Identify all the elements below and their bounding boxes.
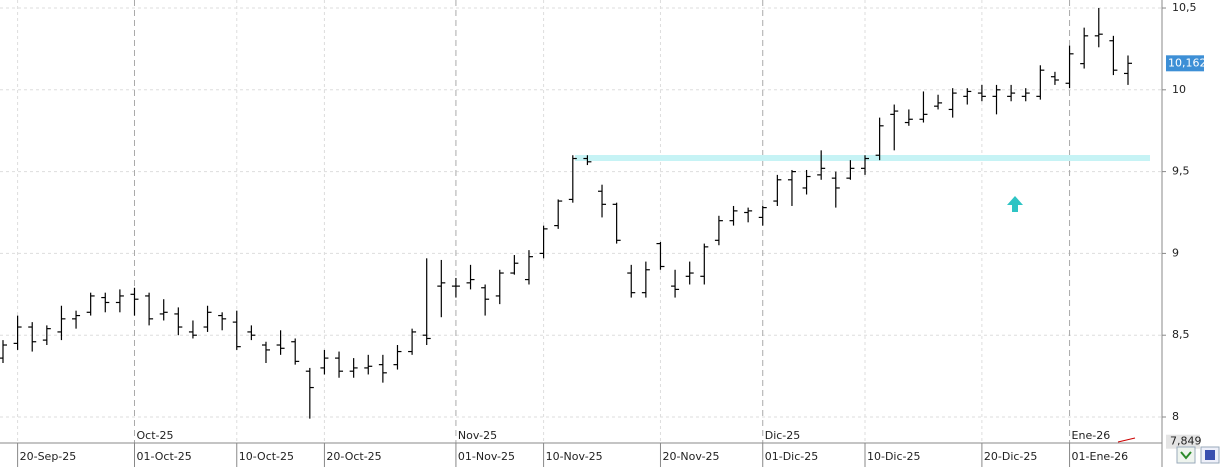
x-tick-label: 01-Nov-25	[458, 450, 515, 463]
last-value-label: 10,162	[1168, 56, 1207, 69]
x-tick-label: 20-Dic-25	[984, 450, 1038, 463]
axes: 10,5 10 9,5 9 8,5 8 20-Sep-25 01-Oct-25 Oct-25 10…	[17, 1, 1207, 467]
x-tick-label: 01-Oct-25	[136, 450, 191, 463]
bars	[0, 8, 1132, 419]
indicator-line	[1117, 437, 1136, 443]
x-month-label: Dic-25	[765, 429, 801, 442]
x-tick-label: 20-Oct-25	[326, 450, 381, 463]
x-tick-label: 01-Ene-26	[1072, 450, 1129, 463]
x-tick-label: 01-Dic-25	[765, 450, 819, 463]
x-tick-label: 10-Dic-25	[867, 450, 921, 463]
support-zone	[575, 155, 1150, 161]
y-tick-label: 9	[1172, 246, 1179, 259]
x-month-label: Ene-26	[1072, 429, 1111, 442]
y-tick-label: 9,5	[1172, 165, 1190, 178]
grid	[0, 0, 1162, 443]
y-tick-label: 8,5	[1172, 328, 1190, 341]
save-icon	[1205, 450, 1215, 460]
last-value-box	[1166, 55, 1204, 72]
x-tick-label: 10-Nov-25	[546, 450, 603, 463]
zoom-button[interactable]	[1176, 446, 1196, 464]
axis-min-box	[1166, 434, 1200, 449]
x-month-label: Nov-25	[458, 429, 497, 442]
y-tick-label: 10	[1172, 83, 1186, 96]
y-tick-label: 10,5	[1172, 1, 1197, 14]
x-tick-label: 20-Nov-25	[662, 450, 719, 463]
signal-arrow	[1007, 196, 1023, 212]
x-tick-label: 10-Oct-25	[239, 450, 294, 463]
x-tick-label: 20-Sep-25	[20, 450, 77, 463]
axis-min-label: 7,849	[1170, 435, 1202, 448]
y-tick-label: 8	[1172, 410, 1179, 423]
x-month-label: Oct-25	[136, 429, 173, 442]
zoom-icon	[1180, 451, 1192, 460]
